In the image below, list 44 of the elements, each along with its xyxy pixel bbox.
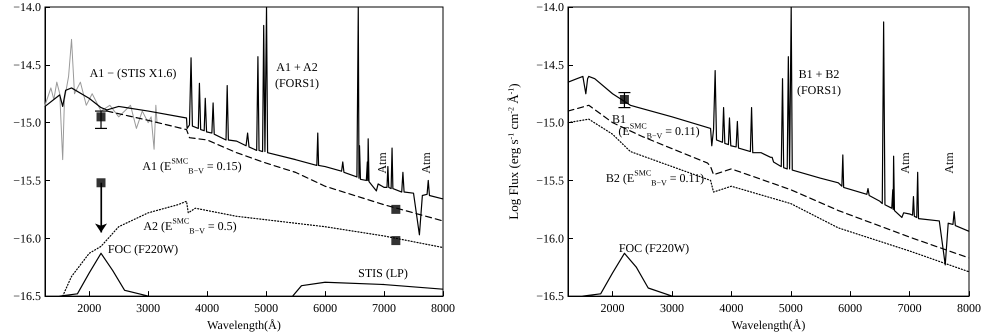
y-tick-label: −15.0	[13, 116, 41, 130]
x-tick-label: 4000	[195, 301, 220, 316]
x-tick-label: 3000	[660, 301, 684, 316]
y-tick-label: −14.5	[13, 58, 41, 72]
x-tick-label: 6000	[838, 301, 862, 316]
point	[96, 178, 106, 188]
x-tick-label: 8000	[431, 301, 455, 316]
x-tick-label: 3000	[136, 301, 160, 316]
x-tick-label: 4000	[719, 301, 744, 316]
y-tick-label: −16.5	[536, 289, 564, 304]
y-tick-label: −16.0	[13, 231, 41, 246]
x-tick-label: 5000	[254, 301, 278, 316]
point	[391, 236, 400, 246]
annotation: Atm	[942, 152, 956, 174]
x-tick-label: 7000	[372, 301, 396, 316]
x-tick-label: 8000	[957, 301, 981, 316]
x-tick-label: 7000	[898, 301, 922, 316]
y-tick-label: −15.5	[13, 173, 41, 188]
y-axis-title: Log Flux (erg s-1 cm-2 Å-1)	[506, 83, 521, 220]
annotation: Atm	[419, 152, 433, 174]
annotation: A1 + A2 (FORS1)	[274, 60, 320, 90]
annotation: B1	[612, 112, 626, 126]
point	[391, 204, 400, 214]
y-tick-label: −15.5	[536, 173, 564, 188]
y-tick-label: −14.0	[13, 0, 41, 14]
annotation: B1 + B2 (FORS1)	[796, 67, 842, 97]
x-axis-title: Wavelength(Å)	[207, 318, 281, 332]
x-tick-label: 6000	[313, 301, 338, 316]
annotation: Atm	[898, 152, 912, 174]
y-tick-label: −16.0	[536, 231, 564, 246]
y-tick-label: −15.0	[536, 116, 564, 130]
x-axis-title: Wavelength(Å)	[732, 318, 806, 332]
point	[96, 112, 106, 122]
annotation: STIS (LP)	[358, 266, 408, 280]
y-tick-label: −16.5	[13, 289, 41, 304]
y-tick-label: −14.5	[536, 58, 564, 72]
annotation: Atm	[375, 152, 389, 174]
x-tick-label: 2000	[600, 301, 625, 316]
x-tick-label: 2000	[77, 301, 102, 316]
y-tick-label: −14.0	[536, 0, 564, 14]
x-tick-label: 5000	[778, 301, 803, 316]
annotation: A1 − (STIS X1.6)	[90, 66, 176, 80]
annotation: FOC (F220W)	[108, 242, 178, 256]
annotation: FOC (F220W)	[618, 241, 690, 255]
